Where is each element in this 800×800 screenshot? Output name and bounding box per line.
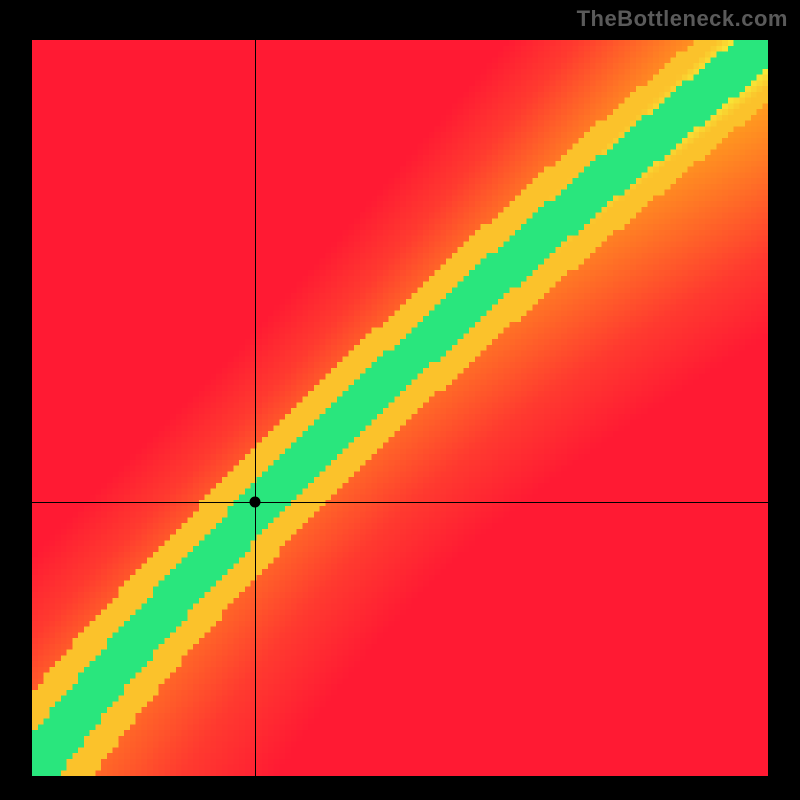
- crosshair-horizontal: [32, 502, 768, 503]
- watermark-text: TheBottleneck.com: [577, 6, 788, 32]
- bottleneck-heatmap: [32, 40, 768, 776]
- crosshair-dot: [250, 497, 261, 508]
- plot-area: [32, 40, 768, 776]
- chart-frame: TheBottleneck.com: [0, 0, 800, 800]
- crosshair-vertical: [255, 40, 256, 776]
